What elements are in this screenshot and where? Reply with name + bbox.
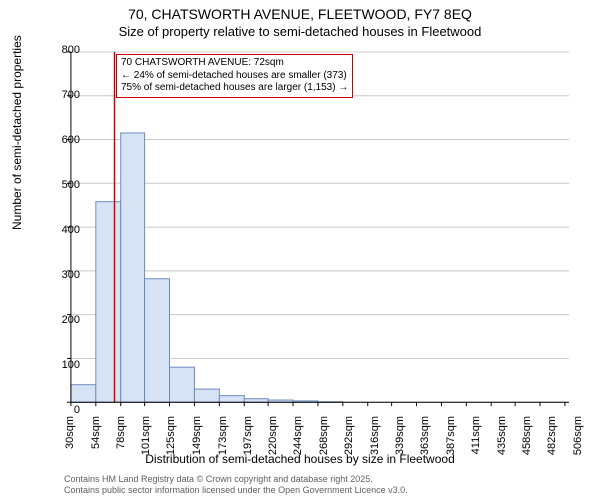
footer-line2: Contains public sector information licen…	[64, 485, 408, 496]
title-line2: Size of property relative to semi-detach…	[0, 24, 600, 40]
footer-attribution: Contains HM Land Registry data © Crown c…	[64, 474, 408, 496]
y-tick-label: 0	[40, 404, 80, 416]
x-tick-label: 125sqm	[165, 416, 177, 456]
histogram-bar	[170, 367, 195, 402]
footer-line1: Contains HM Land Registry data © Crown c…	[64, 474, 408, 485]
annotation-line2: ← 24% of semi-detached houses are smalle…	[121, 70, 348, 83]
y-tick-label: 700	[40, 89, 80, 101]
y-tick-label: 300	[40, 269, 80, 281]
x-tick-label: 482sqm	[546, 416, 558, 456]
annotation-line3: 75% of semi-detached houses are larger (…	[121, 82, 348, 95]
x-tick-label: 220sqm	[267, 416, 279, 456]
histogram-bar	[145, 279, 170, 402]
histogram-bar	[219, 396, 244, 403]
annotation-line1: 70 CHATSWORTH AVENUE: 72sqm	[121, 57, 348, 70]
y-axis-label: Number of semi-detached properties	[10, 35, 24, 230]
x-tick-label: 387sqm	[445, 416, 457, 456]
x-tick-label: 173sqm	[217, 416, 229, 456]
x-tick-label: 339sqm	[394, 416, 406, 456]
x-tick-label: 101sqm	[140, 416, 152, 456]
x-tick-label: 78sqm	[115, 416, 127, 456]
histogram-plot	[64, 50, 576, 410]
x-tick-label: 149sqm	[191, 416, 203, 456]
y-tick-label: 500	[40, 179, 80, 191]
x-tick-label: 316sqm	[369, 416, 381, 456]
y-tick-label: 400	[40, 224, 80, 236]
y-tick-label: 200	[40, 314, 80, 326]
x-tick-label: 506sqm	[572, 416, 584, 456]
x-tick-label: 411sqm	[470, 416, 482, 456]
x-tick-label: 30sqm	[64, 416, 76, 456]
y-tick-label: 100	[40, 359, 80, 371]
histogram-bar	[121, 133, 145, 402]
histogram-bar	[96, 202, 121, 403]
histogram-bar	[244, 399, 268, 403]
chart-area: 70 CHATSWORTH AVENUE: 72sqm ← 24% of sem…	[64, 50, 576, 410]
x-tick-label: 197sqm	[242, 416, 254, 456]
y-tick-label: 600	[40, 134, 80, 146]
histogram-bar	[71, 385, 96, 403]
x-tick-label: 435sqm	[496, 416, 508, 456]
y-tick-label: 800	[40, 44, 80, 56]
chart-title-block: 70, CHATSWORTH AVENUE, FLEETWOOD, FY7 8E…	[0, 0, 600, 40]
x-tick-label: 458sqm	[521, 416, 533, 456]
annotation-box: 70 CHATSWORTH AVENUE: 72sqm ← 24% of sem…	[116, 54, 353, 98]
x-tick-label: 244sqm	[292, 416, 304, 456]
x-tick-label: 292sqm	[343, 416, 355, 456]
x-tick-label: 54sqm	[90, 416, 102, 456]
x-tick-label: 268sqm	[318, 416, 330, 456]
x-tick-label: 363sqm	[419, 416, 431, 456]
histogram-bar	[194, 389, 219, 402]
title-line1: 70, CHATSWORTH AVENUE, FLEETWOOD, FY7 8E…	[0, 6, 600, 24]
